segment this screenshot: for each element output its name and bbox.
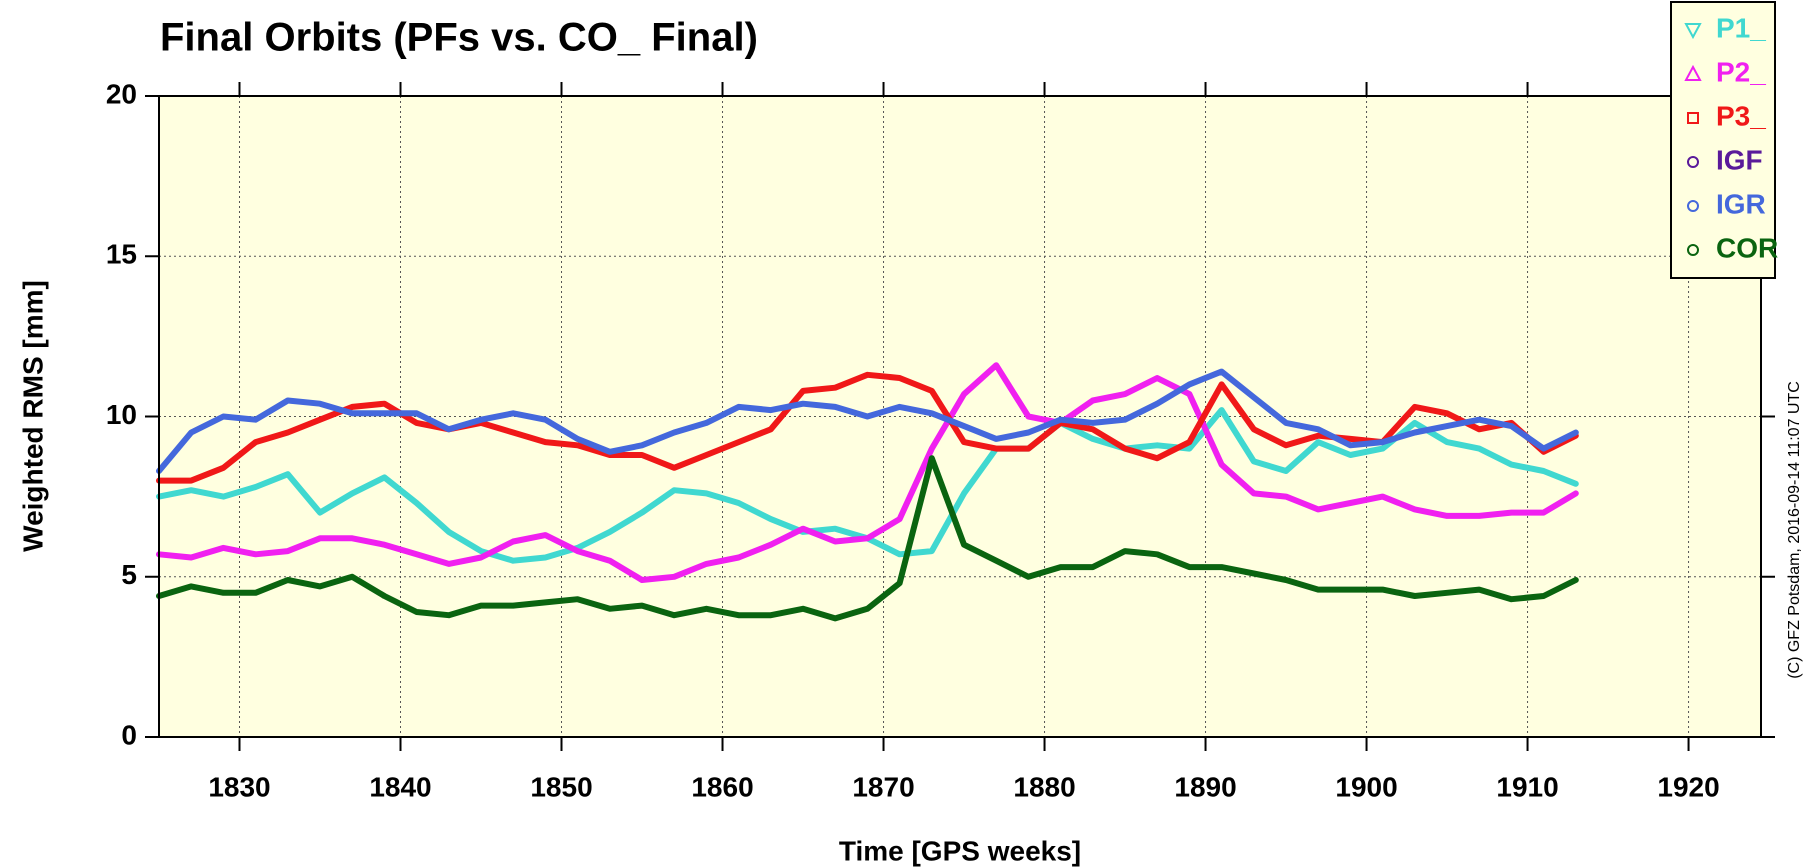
y-tick-label: 20 [106,78,137,109]
x-tick-label: 1920 [1657,771,1719,802]
x-tick-label: 1910 [1496,771,1558,802]
legend-label: COR [1716,232,1778,263]
series-line [156,362,1579,583]
legend-marker [1684,23,1702,40]
series-line [156,368,1579,474]
x-axis-label: Time [GPS weeks] [839,835,1081,866]
x-tick-label: 1840 [369,771,431,802]
x-tick-label: 1830 [208,771,270,802]
legend-label: P3_ [1716,100,1766,131]
legend-marker [1687,156,1699,168]
legend-marker [1687,244,1699,256]
y-tick-label: 0 [121,719,137,750]
legend-box [1670,1,1776,279]
legend-label: P2_ [1716,56,1766,87]
plot-frame [158,95,1762,738]
legend-label: IGF [1716,144,1763,175]
series-line [156,455,1579,622]
legend-marker [1684,64,1702,81]
y-tick-label: 10 [106,399,137,430]
chart-title: Final Orbits (PFs vs. CO_ Final) [160,16,758,60]
legend-marker [1687,112,1699,124]
y-tick-label: 15 [106,239,137,270]
x-tick-label: 1880 [1013,771,1075,802]
copyright-note: (C) GFZ Potsdam, 2016-09-14 11:07 UTC [1786,381,1803,679]
legend: P1_ P2_ P3_ IGF IGR COR [1670,1,1778,279]
x-tick-label: 1890 [1174,771,1236,802]
legend-label: P1_ [1716,12,1766,43]
legend-label: IGR [1716,188,1766,219]
x-tick-label: 1850 [530,771,592,802]
y-tick-label: 5 [121,559,137,590]
legend-marker [1687,200,1699,212]
x-tick-label: 1860 [691,771,753,802]
x-tick-label: 1870 [852,771,914,802]
x-tick-label: 1900 [1335,771,1397,802]
y-axis-label: Weighted RMS [mm] [17,280,48,552]
